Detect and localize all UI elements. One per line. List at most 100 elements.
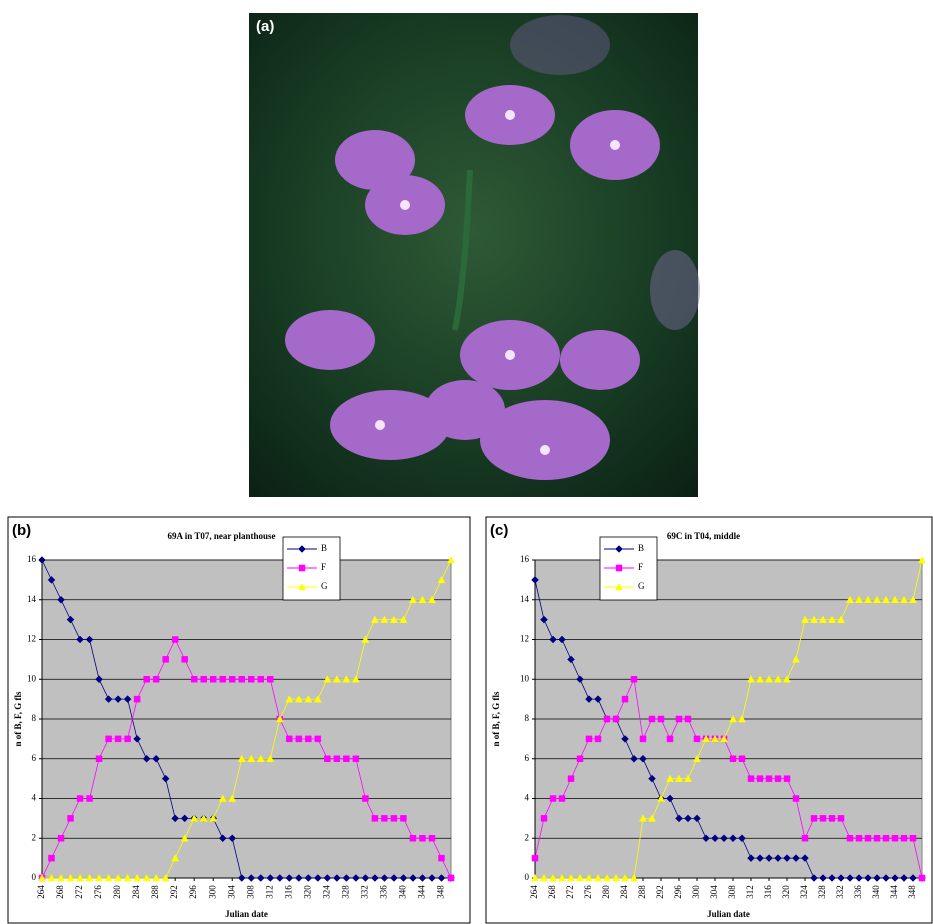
marker	[305, 736, 311, 742]
marker	[901, 835, 907, 841]
x-tick-label: 340	[398, 885, 408, 899]
marker	[631, 676, 637, 682]
marker	[315, 736, 321, 742]
x-tick-label: 292	[655, 885, 665, 899]
y-tick-label: 16	[520, 554, 530, 564]
x-tick-label: 332	[359, 885, 369, 899]
x-tick-label: 348	[436, 885, 446, 899]
marker	[784, 776, 790, 782]
x-tick-label: 284	[131, 885, 141, 899]
y-tick-label: 14	[520, 594, 530, 604]
marker	[87, 796, 93, 802]
photo-blur	[510, 15, 610, 75]
marker	[829, 815, 835, 821]
x-tick-label: 288	[150, 885, 160, 899]
x-tick-label: 280	[601, 885, 611, 899]
marker	[748, 776, 754, 782]
panel-label: (b)	[12, 522, 31, 539]
marker	[676, 716, 682, 722]
marker	[419, 835, 425, 841]
marker	[106, 736, 112, 742]
x-tick-label: 324	[799, 885, 809, 899]
marker	[448, 875, 454, 881]
marker	[865, 835, 871, 841]
x-tick-label: 264	[36, 885, 46, 899]
legend-label: F	[321, 562, 326, 572]
marker	[153, 676, 159, 682]
marker	[362, 796, 368, 802]
y-tick-label: 4	[32, 793, 37, 803]
marker	[381, 815, 387, 821]
x-tick-label: 320	[781, 885, 791, 899]
y-tick-label: 10	[27, 673, 37, 683]
x-tick-label: 272	[74, 885, 84, 899]
legend-label: B	[638, 543, 644, 553]
marker	[919, 875, 925, 881]
marker	[239, 676, 245, 682]
marker	[353, 756, 359, 762]
x-tick-label: 280	[112, 885, 122, 899]
x-tick-label: 308	[245, 885, 255, 899]
marker	[541, 815, 547, 821]
marker	[400, 815, 406, 821]
x-tick-label: 316	[283, 885, 293, 899]
y-tick-label: 0	[525, 872, 530, 882]
x-tick-label: 316	[763, 885, 773, 899]
chart-title: 69A in T07, near planthouse	[168, 531, 276, 541]
y-tick-label: 10	[520, 673, 530, 683]
marker	[658, 716, 664, 722]
x-tick-label: 344	[889, 885, 899, 899]
y-axis-title: n of B, F, G fls	[491, 691, 501, 746]
x-tick-label: 336	[853, 885, 863, 899]
marker	[775, 776, 781, 782]
y-tick-label: 8	[525, 713, 530, 723]
x-tick-label: 264	[529, 885, 539, 899]
x-axis-title: Julian date	[225, 909, 268, 919]
y-tick-label: 2	[525, 832, 530, 842]
marker	[429, 835, 435, 841]
x-tick-label: 320	[302, 885, 312, 899]
marker	[856, 835, 862, 841]
y-tick-label: 6	[525, 753, 530, 763]
marker	[182, 656, 188, 662]
x-tick-label: 268	[55, 885, 65, 899]
legend-label: B	[321, 543, 327, 553]
marker	[586, 736, 592, 742]
x-tick-label: 272	[565, 885, 575, 899]
y-tick-label: 4	[525, 793, 530, 803]
marker	[220, 676, 226, 682]
marker	[595, 736, 601, 742]
marker	[77, 796, 83, 802]
y-tick-label: 14	[27, 594, 37, 604]
marker	[172, 637, 178, 643]
y-tick-label: 6	[32, 753, 37, 763]
x-tick-label: 348	[907, 885, 917, 899]
marker	[640, 736, 646, 742]
x-tick-label: 332	[835, 885, 845, 899]
legend-label: G	[321, 581, 328, 591]
marker	[838, 815, 844, 821]
photo-blur	[650, 250, 700, 330]
marker	[191, 676, 197, 682]
photo: (a)	[249, 13, 700, 497]
x-tick-label: 288	[637, 885, 647, 899]
marker	[883, 835, 889, 841]
marker	[667, 736, 673, 742]
marker	[372, 815, 378, 821]
marker	[616, 565, 622, 571]
x-tick-label: 296	[188, 885, 198, 899]
marker	[96, 756, 102, 762]
marker	[649, 716, 655, 722]
chart-title: 69C in T04, middle	[667, 531, 740, 541]
marker	[910, 835, 916, 841]
marker	[49, 855, 55, 861]
panel-label: (a)	[256, 18, 274, 35]
marker	[577, 756, 583, 762]
marker	[115, 736, 121, 742]
x-tick-label: 340	[871, 885, 881, 899]
y-tick-label: 12	[520, 634, 529, 644]
marker	[559, 796, 565, 802]
marker	[685, 716, 691, 722]
marker	[766, 776, 772, 782]
marker	[410, 835, 416, 841]
